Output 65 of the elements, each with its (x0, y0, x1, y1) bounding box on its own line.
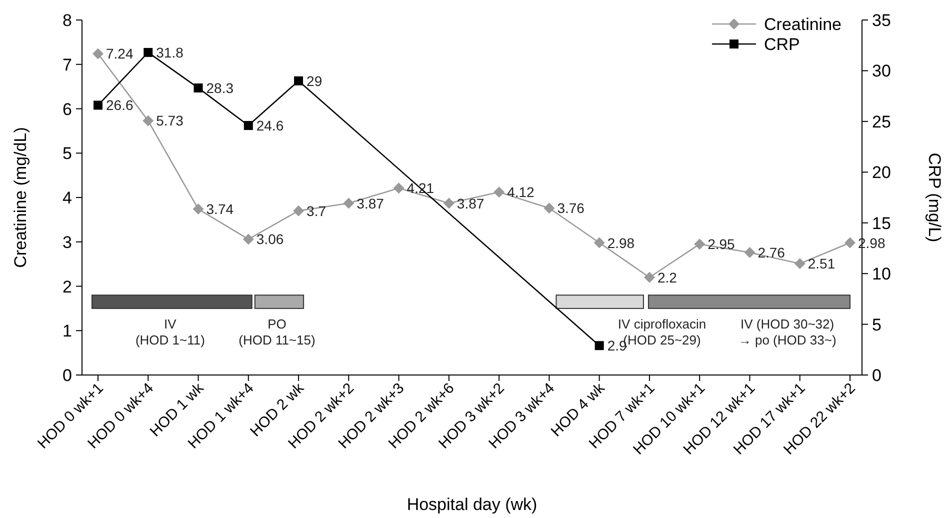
data-label: 29 (306, 72, 322, 89)
y-axis-title: Creatinine (mg/dL) (11, 127, 30, 268)
point (594, 237, 605, 248)
y2-tick-label: 20 (872, 163, 891, 182)
y2-tick-label: 10 (872, 264, 891, 284)
data-label: 2.95 (708, 236, 736, 252)
y-tick-label: 1 (62, 322, 72, 341)
y2-axis-title: CRP (mg/L) (925, 152, 944, 242)
y-tick-label: 8 (62, 11, 72, 30)
point (744, 247, 756, 258)
data-label: 24.6 (256, 117, 284, 134)
data-label: 2.2 (657, 269, 678, 286)
point (644, 272, 655, 283)
data-label: 3.7 (306, 202, 326, 219)
y2-tick-label: 35 (872, 11, 891, 30)
legend-label: Creatinine (764, 15, 842, 34)
point (94, 100, 102, 110)
point (343, 198, 354, 209)
annotation: PO (HOD 11~15) (238, 316, 316, 348)
y2-tick-label: 5 (872, 315, 882, 334)
point (242, 234, 254, 245)
point (293, 205, 304, 216)
data-label: 31.8 (156, 44, 184, 60)
point (194, 83, 203, 92)
point (192, 204, 204, 215)
point (694, 238, 706, 250)
point (494, 186, 505, 198)
data-label: 26.6 (106, 97, 134, 114)
point (443, 198, 454, 209)
y-tick-label: 2 (62, 277, 72, 296)
annotation: IV (HOD 30~32) → po (HOD 33~) (738, 316, 836, 348)
point (844, 237, 856, 248)
data-label: 7.24 (106, 46, 134, 62)
data-label: 2.98 (607, 234, 635, 251)
point (244, 120, 253, 130)
y-tick-label: 6 (62, 100, 72, 119)
x-axis-title: Hospital day (wk) (406, 495, 538, 514)
y-tick-label: 4 (62, 188, 72, 208)
y-tick-label: 7 (62, 55, 72, 74)
y2-tick-label: 0 (872, 366, 882, 385)
legend-label: CRP (764, 35, 800, 54)
y-tick-label: 3 (62, 232, 72, 252)
point (144, 48, 153, 57)
point (142, 115, 154, 126)
y-tick-label: 0 (62, 366, 72, 385)
data-label: 28.3 (206, 80, 234, 96)
data-label: 3.74 (206, 201, 234, 218)
y2-tick-label: 25 (872, 112, 891, 132)
point (294, 76, 304, 86)
data-label: 5.73 (156, 112, 184, 129)
y2-tick-label: 15 (872, 214, 891, 233)
point (794, 258, 806, 270)
data-label: 4.12 (507, 184, 535, 200)
y-tick-label: 5 (62, 144, 72, 164)
data-label: 2.76 (758, 244, 786, 261)
data-label: 3.06 (256, 231, 284, 248)
point (544, 202, 555, 214)
data-label: 3.87 (456, 195, 484, 212)
annotation: IV (HOD 1~11) (135, 316, 205, 348)
data-label: 3.87 (356, 195, 384, 212)
point (92, 48, 104, 60)
data-label: 3.76 (557, 200, 585, 216)
data-label: 2.51 (808, 256, 836, 272)
y2-tick-label: 30 (872, 62, 891, 81)
point (393, 182, 404, 194)
